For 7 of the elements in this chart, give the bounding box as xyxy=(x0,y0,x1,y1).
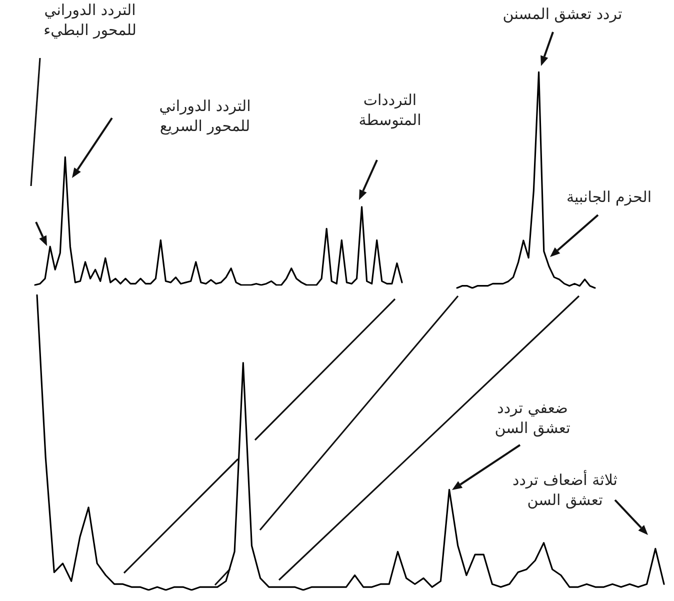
annotation: ضعفي تردد تعشق السن xyxy=(494,398,572,438)
text: التردد الدوراني للمحور البطيء xyxy=(42,0,138,40)
annotation: ثلاثة أضعاف تردد تعشق السن xyxy=(512,470,618,510)
annotation: الحزم الجانبية xyxy=(565,187,652,207)
text: تردد تعشق المسنن xyxy=(502,4,624,24)
text: الترددات المتوسطة xyxy=(358,90,422,130)
text: التردد الدوراني للمحور السريع xyxy=(158,96,252,136)
